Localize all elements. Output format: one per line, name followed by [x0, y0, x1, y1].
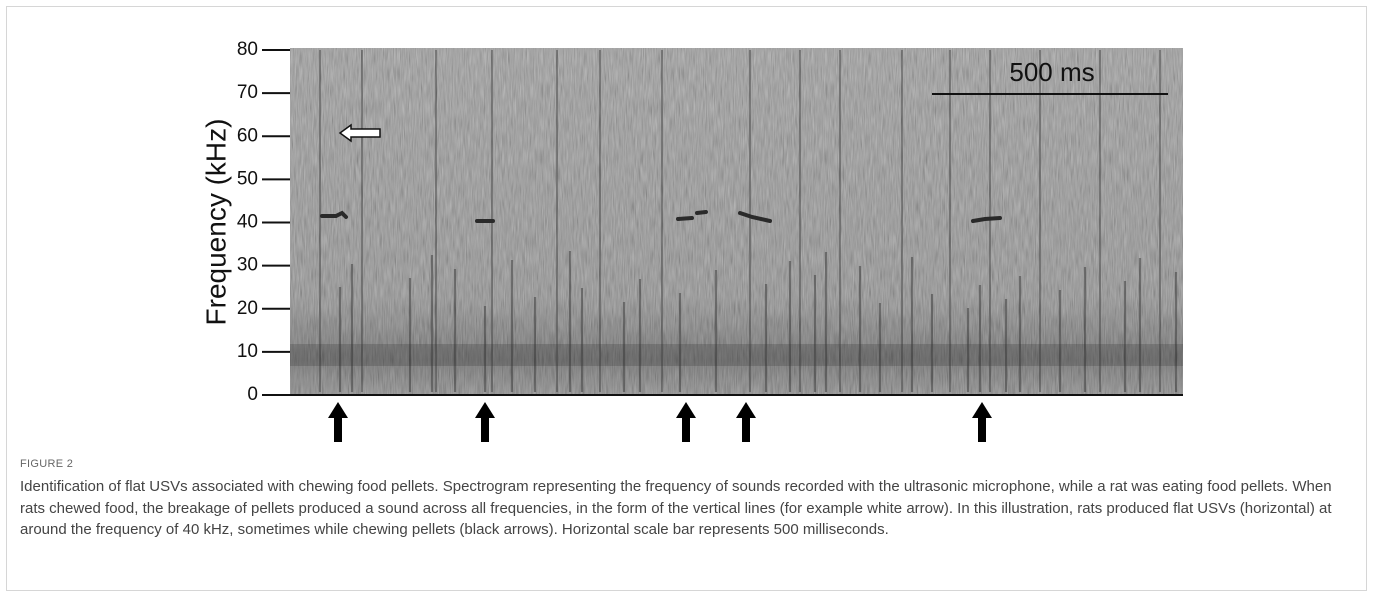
scale-bar-label: 500 ms: [1009, 57, 1094, 87]
figure-label: FIGURE 2: [20, 458, 74, 470]
y-tick-label: 50: [237, 168, 258, 189]
y-tick-label: 10: [237, 341, 258, 362]
black-arrows: [328, 402, 992, 442]
y-tick-label: 80: [237, 39, 258, 60]
black-arrow: [328, 402, 348, 442]
y-tick-label: 70: [237, 82, 258, 103]
figure-frame: [6, 6, 1367, 591]
y-tick-label: 20: [237, 298, 258, 319]
white-arrow: [338, 123, 381, 143]
usv-calls: [320, 210, 1002, 223]
chart: Frequency (kHz) 500 ms 0 10 20 30 40 50 60 70 80: [200, 39, 1183, 442]
black-arrow: [676, 402, 696, 442]
y-axis-label: Frequency (kHz): [200, 119, 231, 326]
black-arrow: [736, 402, 756, 442]
low-band: [290, 344, 1183, 366]
y-tick-label: 40: [237, 212, 258, 233]
black-arrow: [475, 402, 495, 442]
y-tick-label: 60: [237, 125, 258, 146]
y-tick-label: 30: [237, 255, 258, 276]
chewing-streaks: [290, 50, 1183, 392]
y-tick-label: 0: [247, 384, 258, 405]
black-arrow: [972, 402, 992, 442]
figure-caption: Identification of flat USVs associated w…: [20, 478, 1332, 538]
spectrogram: [290, 48, 1183, 395]
